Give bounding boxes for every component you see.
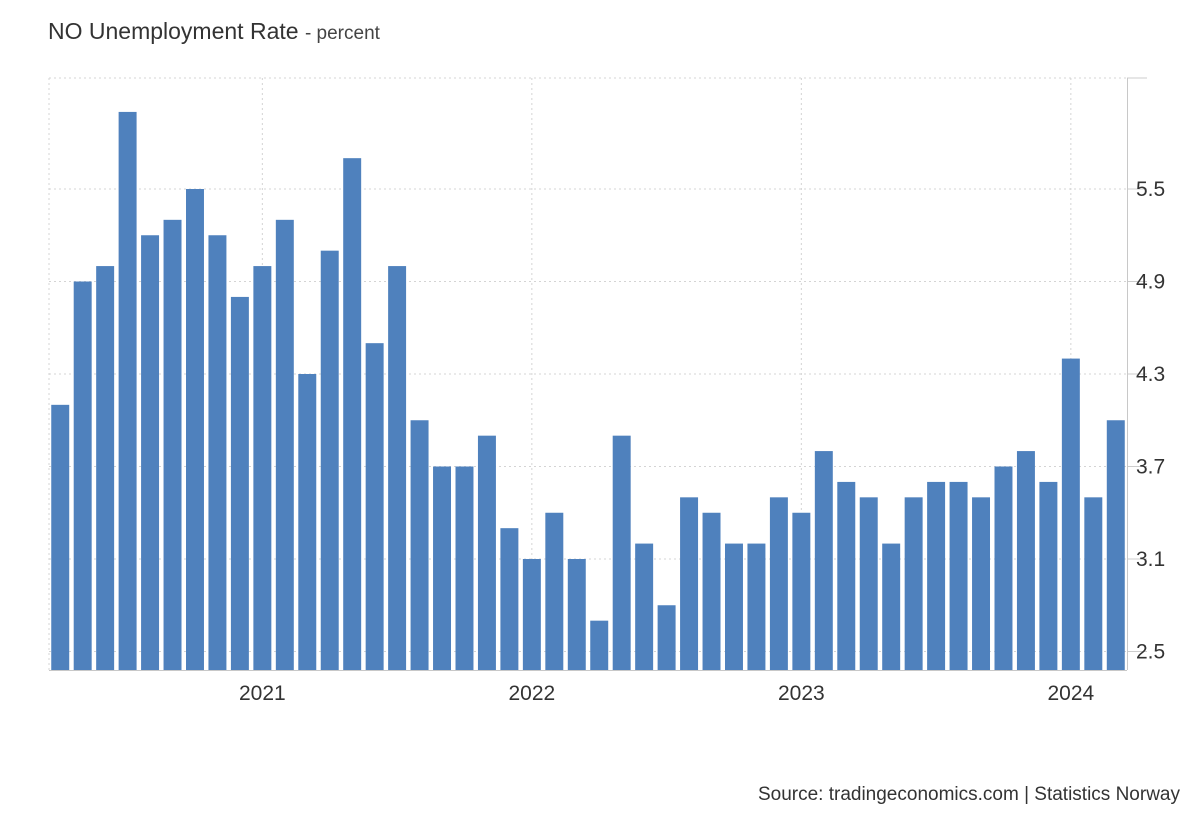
bar-2021-01[interactable] xyxy=(253,266,272,670)
bar-2023-12[interactable] xyxy=(1039,481,1058,670)
bar-2023-05[interactable] xyxy=(882,543,901,670)
bar-2022-04[interactable] xyxy=(590,620,609,670)
bar-2020-09[interactable] xyxy=(163,219,182,670)
bar-2021-06[interactable] xyxy=(365,343,384,670)
axes xyxy=(49,77,1147,671)
source-note: Source: tradingeconomics.com | Statistic… xyxy=(757,784,1180,805)
bar-2022-02[interactable] xyxy=(545,512,564,670)
bar-2024-01[interactable] xyxy=(1061,358,1080,670)
bar-2023-01[interactable] xyxy=(792,512,811,670)
bar-2021-11[interactable] xyxy=(477,435,496,670)
bar-2023-03[interactable] xyxy=(837,481,856,670)
chart-title-text: NO Unemployment Rate xyxy=(48,18,299,44)
bar-2022-09[interactable] xyxy=(702,512,721,670)
x-tick-label: 2023 xyxy=(778,682,825,705)
y-tick-label: 2.5 xyxy=(1136,641,1165,664)
y-tick-label: 3.1 xyxy=(1136,548,1165,571)
bar-2020-04[interactable] xyxy=(51,404,70,670)
bar-2021-08[interactable] xyxy=(410,420,429,670)
chart-unit: percent xyxy=(316,23,380,44)
bar-2020-12[interactable] xyxy=(230,296,249,670)
tick-labels: 2.5 3.1 3.7 4.3 4.9 5.5 2021 2022 2023 2024 xyxy=(239,178,1165,705)
bar-2022-12[interactable] xyxy=(769,497,788,670)
bar-2023-02[interactable] xyxy=(814,451,833,670)
x-tick-label: 2022 xyxy=(508,682,555,705)
bar-2023-10[interactable] xyxy=(994,466,1013,671)
bar-2023-11[interactable] xyxy=(1016,451,1035,670)
bar-2024-02[interactable] xyxy=(1084,497,1103,670)
bar-2021-09[interactable] xyxy=(433,466,452,671)
bar-2021-04[interactable] xyxy=(320,250,339,671)
bar-2021-12[interactable] xyxy=(500,528,519,670)
chart-title: NO Unemployment Rate - percent xyxy=(48,18,380,44)
x-tick-label: 2021 xyxy=(239,682,286,705)
bar-2022-01[interactable] xyxy=(522,559,541,670)
bar-2023-04[interactable] xyxy=(859,497,878,670)
bar-2022-10[interactable] xyxy=(725,543,743,670)
y-tick-label: 4.9 xyxy=(1136,271,1165,294)
bar-2022-06[interactable] xyxy=(635,543,654,670)
bar-2023-08[interactable] xyxy=(949,481,968,670)
bar-2021-03[interactable] xyxy=(298,374,317,670)
bar-2021-07[interactable] xyxy=(388,266,407,670)
bar-2020-08[interactable] xyxy=(141,235,160,670)
bar-2023-07[interactable] xyxy=(927,481,946,670)
y-tick-label: 3.7 xyxy=(1136,456,1165,479)
y-tick-label: 4.3 xyxy=(1136,363,1165,386)
bar-2023-09[interactable] xyxy=(972,497,991,670)
bars xyxy=(51,111,1125,671)
bar-2021-02[interactable] xyxy=(275,219,294,670)
bar-2022-07[interactable] xyxy=(657,605,676,670)
bar-2022-05[interactable] xyxy=(612,435,631,670)
bar-2022-08[interactable] xyxy=(680,497,699,670)
bar-2020-07[interactable] xyxy=(118,111,137,671)
bar-2022-03[interactable] xyxy=(567,559,586,670)
bar-2024-03[interactable] xyxy=(1106,420,1125,670)
bar-2020-06[interactable] xyxy=(96,266,115,670)
x-tick-label: 2024 xyxy=(1047,682,1094,705)
bar-2021-10[interactable] xyxy=(455,466,474,671)
y-tick-label: 5.5 xyxy=(1136,178,1165,201)
bar-2020-10[interactable] xyxy=(186,189,204,670)
bar-2023-06[interactable] xyxy=(904,497,923,670)
bar-2020-11[interactable] xyxy=(208,235,227,670)
bar-2022-11[interactable] xyxy=(747,543,766,670)
bar-2021-05[interactable] xyxy=(343,158,362,671)
bar-2020-05[interactable] xyxy=(73,281,92,671)
